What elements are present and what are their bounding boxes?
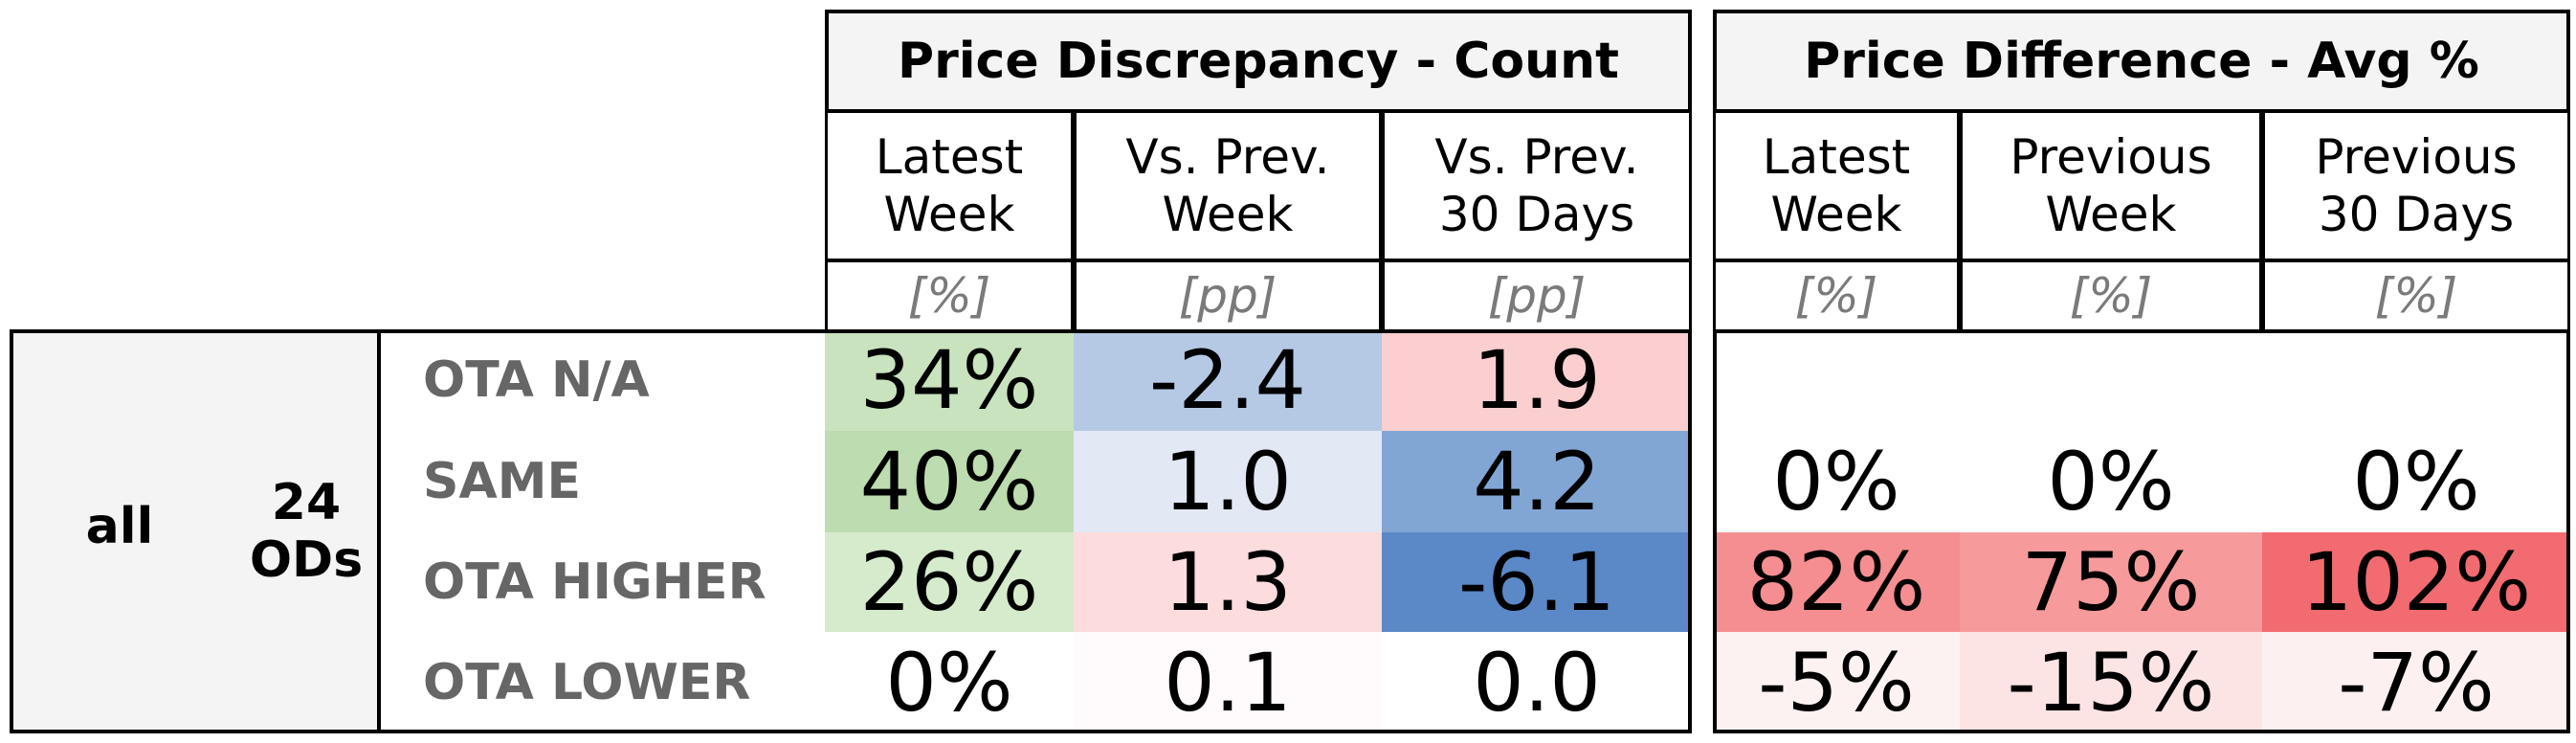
column-unit-avg-2: [%] [2262, 259, 2570, 333]
cell-count-0: 26% [825, 532, 1074, 632]
group-title-avg: Price Difference - Avg % [1713, 10, 2570, 113]
cell-count-2: 4.2 [1382, 431, 1692, 532]
cell-avg-1 [1960, 329, 2262, 431]
cell-count-0: 34% [825, 329, 1074, 431]
column-header-count-2: Vs. Prev. 30 Days [1382, 109, 1692, 262]
row-label: OTA N/A [423, 351, 650, 409]
avg-table-border [1713, 329, 2570, 733]
cell-avg-1: 0% [1960, 431, 2262, 532]
cell-avg-0: 82% [1713, 532, 1960, 632]
cell-avg-2 [2262, 329, 2570, 431]
cell-avg-2: 102% [2262, 532, 2570, 632]
cell-count-1: 0.1 [1074, 632, 1382, 733]
scope-panel [10, 329, 381, 733]
cell-avg-0 [1713, 329, 1960, 431]
cell-count-1: -2.4 [1074, 329, 1382, 431]
cell-count-1: 1.0 [1074, 431, 1382, 532]
od-count-label: 24 ODs [249, 474, 364, 589]
column-header-count-0: Latest Week [825, 109, 1074, 262]
column-unit-count-1: [pp] [1074, 259, 1382, 333]
cell-count-2: 0.0 [1382, 632, 1692, 733]
cell-count-1: 1.3 [1074, 532, 1382, 632]
column-unit-avg-0: [%] [1713, 259, 1960, 333]
cell-avg-1: -15% [1960, 632, 2262, 733]
cell-avg-2: 0% [2262, 431, 2570, 532]
column-header-avg-0: Latest Week [1713, 109, 1960, 262]
cell-avg-1: 75% [1960, 532, 2262, 632]
column-unit-count-2: [pp] [1382, 259, 1692, 333]
column-unit-count-0: [%] [825, 259, 1074, 333]
scope-label: all [85, 498, 154, 555]
column-header-count-1: Vs. Prev. Week [1074, 109, 1382, 262]
row-label: SAME [423, 453, 581, 510]
cell-count-0: 0% [825, 632, 1074, 733]
column-header-avg-1: Previous Week [1960, 109, 2262, 262]
column-unit-avg-1: [%] [1960, 259, 2262, 333]
group-title-count: Price Discrepancy - Count [825, 10, 1692, 113]
cell-count-2: -6.1 [1382, 532, 1692, 632]
cell-avg-0: -5% [1713, 632, 1960, 733]
row-label: OTA HIGHER [423, 553, 766, 611]
cell-count-2: 1.9 [1382, 329, 1692, 431]
column-header-avg-2: Previous 30 Days [2262, 109, 2570, 262]
cell-avg-0: 0% [1713, 431, 1960, 532]
cell-avg-2: -7% [2262, 632, 2570, 733]
cell-count-0: 40% [825, 431, 1074, 532]
row-label: OTA LOWER [423, 654, 751, 711]
count-table-border [377, 329, 1692, 733]
